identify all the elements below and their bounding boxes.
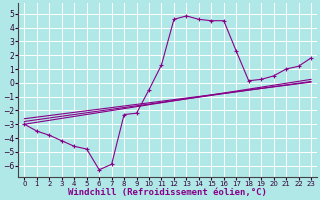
X-axis label: Windchill (Refroidissement éolien,°C): Windchill (Refroidissement éolien,°C) <box>68 188 267 197</box>
